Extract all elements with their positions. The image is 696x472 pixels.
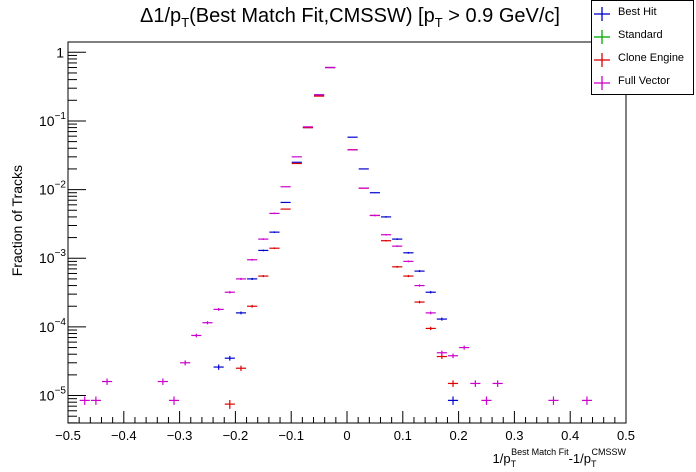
data-point [425,326,436,331]
legend-item-standard: Standard [592,26,693,48]
data-series-layer [79,66,593,409]
data-point [380,216,392,218]
x-tick-label: −0.3 [167,428,193,443]
data-point [224,355,235,361]
x-tick-label: 0.1 [394,428,412,443]
data-point [191,333,202,338]
data-point [414,284,425,287]
data-point [269,231,280,233]
data-point [235,311,247,315]
data-point [403,275,414,278]
y-axis-label: Fraction of Tracks [9,165,25,276]
y-axis-ticks: 1 10−1 10−2 10−3 10−4 10−5 [39,44,86,424]
data-point [414,270,425,273]
x-tick-label: 0.3 [505,428,523,443]
data-point [447,396,459,405]
x-tick-label: 0.2 [450,428,468,443]
data-point [269,212,280,215]
legend-item-best-hit: Best Hit [592,3,693,25]
legend-marker-icon [594,76,610,90]
data-point [90,396,101,405]
y-tick-label: 1 [56,44,64,60]
data-point [403,260,414,263]
plot-border [67,41,627,424]
y-tick-label: 10−4 [39,317,66,335]
data-point [425,311,436,315]
data-point [224,291,235,294]
data-point [258,249,269,252]
x-tick-label: −0.4 [111,428,137,443]
legend-item-full-vector: Full Vector [592,72,693,94]
legend-marker-icon [594,7,610,21]
data-point [235,277,247,280]
data-point [447,380,459,387]
data-point [436,317,447,321]
data-point [492,380,503,387]
x-tick-label: 0 [343,428,350,443]
data-point [235,365,247,372]
data-point [380,239,392,242]
legend: Best Hit Standard Clone Engine Full Vector [591,0,694,95]
data-point [101,378,113,385]
data-point [403,251,414,254]
x-axis-label: 1/pTBest Match Fit-1/pTCMSSW [493,447,627,469]
legend-marker-icon [594,53,610,67]
x-tick-label: −0.1 [278,428,304,443]
data-point [392,238,403,240]
y-tick-label: 10−1 [39,111,66,129]
data-point [247,304,258,308]
series-full-vector [79,66,593,405]
data-point [548,396,559,405]
data-point [224,400,235,409]
data-point [258,275,269,278]
data-point [414,300,425,304]
y-tick-label: 10−3 [39,248,66,266]
data-point [258,238,269,240]
data-point [213,364,224,370]
legend-label: Standard [618,29,663,41]
data-point [79,396,90,405]
data-point [213,308,224,311]
legend-label: Full Vector [618,75,670,87]
data-point [157,378,168,385]
y-tick-label: 10−2 [39,180,66,198]
data-point [369,214,380,217]
data-point [247,277,258,280]
x-tick-label: −0.5 [55,428,81,443]
data-point [380,233,392,236]
legend-label: Best Hit [618,6,657,18]
data-point [436,354,447,359]
data-point [447,353,459,359]
x-tick-label: 0.5 [617,428,635,443]
x-tick-label: 0.4 [561,428,579,443]
data-point [481,396,492,405]
data-point [392,245,403,248]
data-point [269,247,280,250]
series-best-hit [213,66,459,405]
data-point [459,345,470,350]
data-point [470,380,481,387]
x-tick-label: −0.2 [223,428,249,443]
data-point [581,396,593,405]
data-point [392,265,403,268]
x-axis-ticks: −0.5 −0.4 −0.3 −0.2 −0.1 0 0.1 0.2 0.3 0.4 0.5 [55,411,635,443]
plot-frame [67,41,627,424]
legend-marker-icon [594,30,610,44]
data-point [436,350,447,356]
data-point [202,321,213,325]
y-tick-label: 10−5 [39,386,66,404]
data-point [425,291,436,294]
legend-item-clone-engine: Clone Engine [592,49,693,71]
data-point [168,396,180,405]
data-point [247,258,258,261]
data-point [180,360,191,366]
legend-label: Clone Engine [618,52,685,64]
chart-title: Δ1/pT(Best Match Fit,CMSSW) [pT > 0.9 Ge… [140,5,560,30]
series-clone-engine [224,66,459,409]
